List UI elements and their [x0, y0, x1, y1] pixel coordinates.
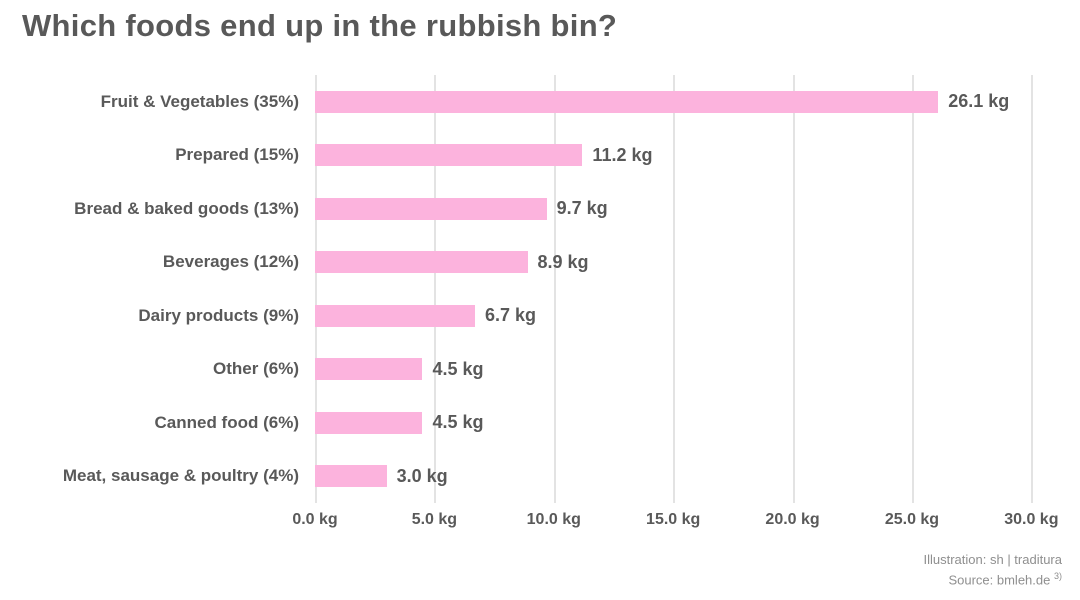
- source-credit: Source: bmleh.de 3): [948, 570, 1062, 588]
- bar-row: Meat, sausage & poultry (4%) 3.0 kg: [0, 450, 1080, 504]
- bar-cell: 4.5 kg: [315, 343, 1080, 397]
- bar: [315, 358, 423, 381]
- x-tick-label: 30.0 kg: [1004, 511, 1059, 528]
- gridline: [1031, 75, 1034, 503]
- x-tick-label: 15.0 kg: [646, 511, 701, 528]
- category-label: Fruit & Vegetables (35%): [100, 91, 299, 111]
- bar-row: Prepared (15%) 11.2 kg: [0, 129, 1080, 183]
- value-label: 8.9 kg: [537, 251, 589, 272]
- bar-cell: 8.9 kg: [315, 236, 1080, 290]
- gridline: [673, 75, 676, 503]
- category-label: Meat, sausage & poultry (4%): [62, 466, 299, 486]
- bar-row: Bread & baked goods (13%) 9.7 kg: [0, 182, 1080, 236]
- value-label: 9.7 kg: [556, 198, 608, 219]
- bar: [315, 304, 475, 327]
- bar-chart: Fruit & Vegetables (35%) 26.1 kg Prepare…: [0, 75, 1080, 545]
- bar-row: Other (6%) 4.5 kg: [0, 343, 1080, 397]
- category-label: Beverages (12%): [162, 252, 299, 272]
- bar-rows: Fruit & Vegetables (35%) 26.1 kg Prepare…: [0, 75, 1080, 503]
- x-tick-label: 10.0 kg: [526, 511, 581, 528]
- x-tick-label: 25.0 kg: [884, 511, 940, 528]
- footer-credits: Illustration: sh | traditura Source: bml…: [924, 551, 1063, 590]
- bar: [315, 197, 547, 220]
- value-label: 4.5 kg: [432, 358, 484, 379]
- bar-cell: 9.7 kg: [315, 182, 1080, 236]
- value-label: 6.7 kg: [484, 305, 536, 326]
- bar-row: Fruit & Vegetables (35%) 26.1 kg: [0, 75, 1080, 129]
- value-label: 26.1 kg: [948, 91, 1010, 112]
- gridline: [434, 75, 437, 503]
- value-label: 4.5 kg: [432, 412, 484, 433]
- bar: [315, 251, 528, 274]
- x-axis: 0.0 kg 5.0 kg 10.0 kg 15.0 kg 20.0 kg 25.0 kg…: [292, 507, 1060, 537]
- category-label: Canned food (6%): [154, 412, 300, 432]
- bar: [315, 90, 939, 113]
- bar: [315, 411, 423, 434]
- bar-row: Canned food (6%) 4.5 kg: [0, 396, 1080, 450]
- bar: [315, 465, 387, 488]
- bar: [315, 144, 583, 167]
- gridline: [792, 75, 795, 503]
- category-label: Other (6%): [213, 359, 299, 379]
- gridline: [911, 75, 914, 503]
- bar-row: Dairy products (9%) 6.7 kg: [0, 289, 1080, 343]
- illustration-credit: Illustration: sh | traditura: [923, 552, 1063, 567]
- source-footnote-marker: 3): [1053, 570, 1062, 581]
- category-label: Bread & baked goods (13%): [74, 198, 299, 218]
- bar-cell: 3.0 kg: [315, 450, 1080, 504]
- x-tick-label: 5.0 kg: [411, 511, 458, 528]
- bar-cell: 6.7 kg: [315, 289, 1080, 343]
- value-label: 11.2 kg: [592, 144, 653, 165]
- gridline: [553, 75, 556, 503]
- category-label: Prepared (15%): [175, 145, 299, 165]
- gridlines: [315, 75, 1060, 503]
- chart-title: Which foods end up in the rubbish bin?: [22, 8, 618, 43]
- bar-cell: 4.5 kg: [315, 396, 1080, 450]
- bar-row: Beverages (12%) 8.9 kg: [0, 236, 1080, 290]
- x-tick-label: 0.0 kg: [292, 511, 338, 528]
- category-label: Dairy products (9%): [138, 305, 299, 325]
- x-tick-label: 20.0 kg: [765, 511, 820, 528]
- value-label: 3.0 kg: [396, 465, 448, 486]
- bar-cell: 26.1 kg: [315, 75, 1080, 129]
- gridline: [315, 75, 317, 503]
- bar-cell: 11.2 kg: [315, 129, 1080, 183]
